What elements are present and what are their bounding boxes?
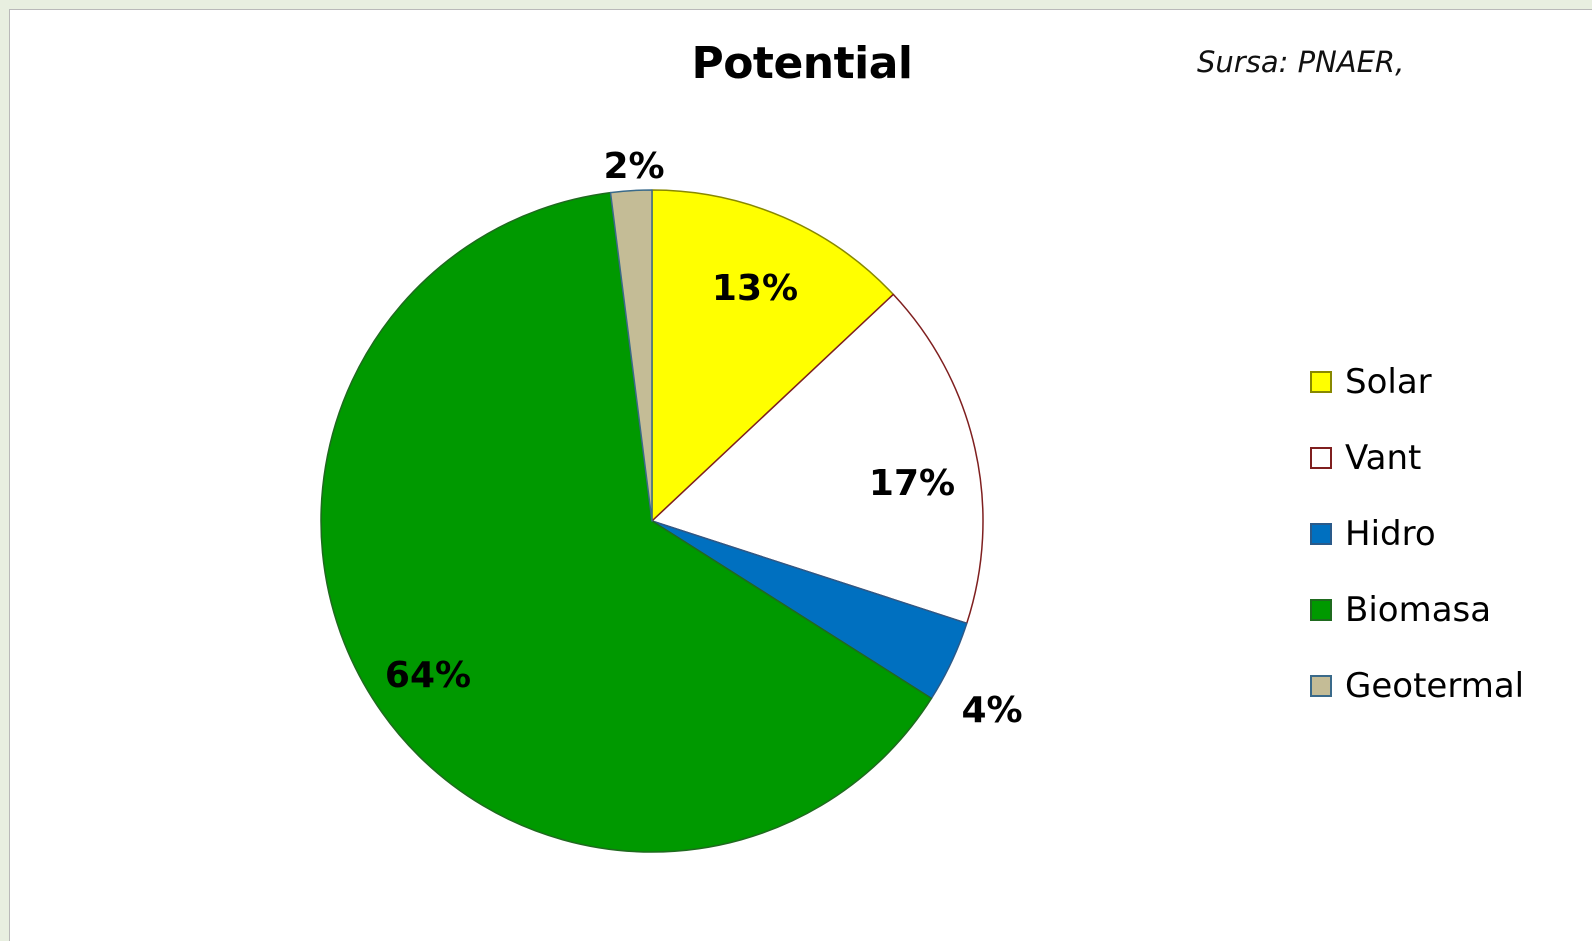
pie-slice-biomasa xyxy=(320,191,933,853)
pie-slice-vant xyxy=(651,293,984,625)
legend-item-vant: Vant xyxy=(1310,420,1524,496)
legend-item-biomasa: Biomasa xyxy=(1310,572,1524,648)
data-label-vant: 17% xyxy=(869,463,955,504)
legend-label-biomasa: Biomasa xyxy=(1345,590,1492,630)
legend-item-solar: Solar xyxy=(1310,344,1524,420)
legend-item-geotermal: Geotermal xyxy=(1310,648,1524,724)
legend-swatch-vant xyxy=(1310,447,1332,469)
chart-title: Potential xyxy=(691,38,913,89)
legend: Solar Vant Hidro Biomasa Geotermal xyxy=(1310,344,1524,724)
legend-swatch-solar xyxy=(1310,371,1332,393)
legend-swatch-hidro xyxy=(1310,523,1332,545)
data-label-geotermal: 2% xyxy=(603,146,664,187)
legend-label-vant: Vant xyxy=(1345,438,1422,478)
pie-slice-solar xyxy=(651,189,895,522)
source-note: Sursa: PNAER, xyxy=(1197,45,1405,79)
legend-label-hidro: Hidro xyxy=(1345,514,1436,554)
legend-label-solar: Solar xyxy=(1345,362,1432,402)
legend-swatch-biomasa xyxy=(1310,599,1332,621)
legend-swatch-geotermal xyxy=(1310,675,1332,697)
pie-slice-geotermal xyxy=(609,189,653,522)
legend-label-geotermal: Geotermal xyxy=(1345,666,1525,706)
data-label-solar: 13% xyxy=(712,268,798,309)
data-label-hidro: 4% xyxy=(961,690,1022,731)
data-label-biomasa: 64% xyxy=(385,655,471,696)
legend-item-hidro: Hidro xyxy=(1310,496,1524,572)
